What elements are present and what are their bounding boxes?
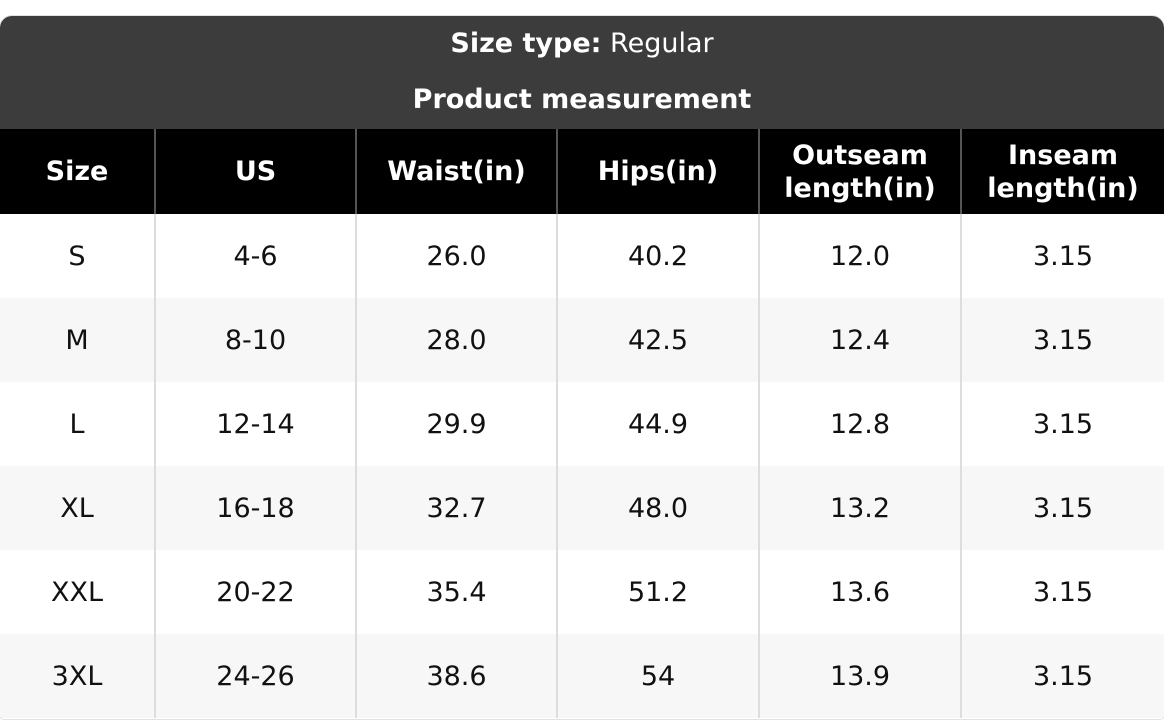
size-type: Size type: Regular [0,16,1164,62]
size-table: Size US Waist(in) Hips(in) Outseam length(in… [0,129,1164,718]
table-row: XL 16-18 32.7 48.0 13.2 3.15 [0,466,1164,550]
column-header: Outseam length(in) [758,129,961,214]
table-cell: 12.4 [758,298,961,382]
table-row: 3XL 24-26 38.6 54 13.9 3.15 [0,634,1164,718]
table-cell: 42.5 [556,298,759,382]
table-cell: 3.15 [960,382,1164,466]
table-cell: 40.2 [556,214,759,298]
table-cell: 12.0 [758,214,961,298]
table-row: XXL 20-22 35.4 51.2 13.6 3.15 [0,550,1164,634]
table-cell: 13.2 [758,466,961,550]
header-row: Size US Waist(in) Hips(in) Outseam length(in… [0,129,1164,214]
table-cell: L [69,408,85,440]
table-cell: 29.9 [355,382,557,466]
table-cell: XL [0,466,155,550]
section-title: Product measurement [412,84,752,115]
table-cell: 54 [556,634,759,718]
column-header: Size [0,129,155,214]
table-cell: 8-10 [154,298,356,382]
table-cell: 13.9 [758,634,961,718]
table-cell: 24-26 [154,634,356,718]
table-cell: 35.4 [355,550,557,634]
table-cell: 20-22 [154,550,356,634]
table-cell: 3.15 [960,550,1164,634]
column-header: Hips(in) [556,129,759,214]
table-row: S 4-6 26.0 40.2 12.0 3.15 [0,214,1164,298]
table-cell: 44.9 [556,382,759,466]
table-row: L 12-14 29.9 44.9 12.8 3.15 [0,382,1164,466]
table-cell: 3.15 [960,634,1164,718]
table-cell: 3.15 [960,298,1164,382]
size-type-label: Size type: [450,28,602,59]
table-cell: 16-18 [154,466,356,550]
table-cell: S [68,240,86,272]
table-cell: 51.2 [556,550,759,634]
table-cell: 12-14 [154,382,356,466]
table-cell: 13.6 [758,550,961,634]
table-row: M 8-10 28.0 42.5 12.4 3.15 [0,298,1164,382]
size-chart: Size type: Regular Product measurement S… [0,16,1164,719]
column-header: Inseam length(in) [960,129,1164,214]
table-cell: 38.6 [355,634,557,718]
size-type-value: Regular [610,28,714,59]
table-cell: 4-6 [154,214,356,298]
table-cell: M [0,298,155,382]
table-cell: 28.0 [355,298,557,382]
table-cell: 12.8 [758,382,961,466]
column-header: US [154,129,356,214]
table-cell: 26.0 [355,214,557,298]
table-cell: 32.7 [355,466,557,550]
chart-header: Size type: Regular Product measurement [0,16,1164,129]
column-header: Waist(in) [355,129,557,214]
table-cell: XXL [50,576,104,608]
table-cell: 48.0 [556,466,759,550]
table-cell: 3XL [0,634,155,718]
table-cell: 3.15 [960,214,1164,298]
table-cell: 3.15 [960,466,1164,550]
table-body: S 4-6 26.0 40.2 12.0 3.15 M 8-10 28.0 42.5 12.4 3.1… [0,214,1164,718]
